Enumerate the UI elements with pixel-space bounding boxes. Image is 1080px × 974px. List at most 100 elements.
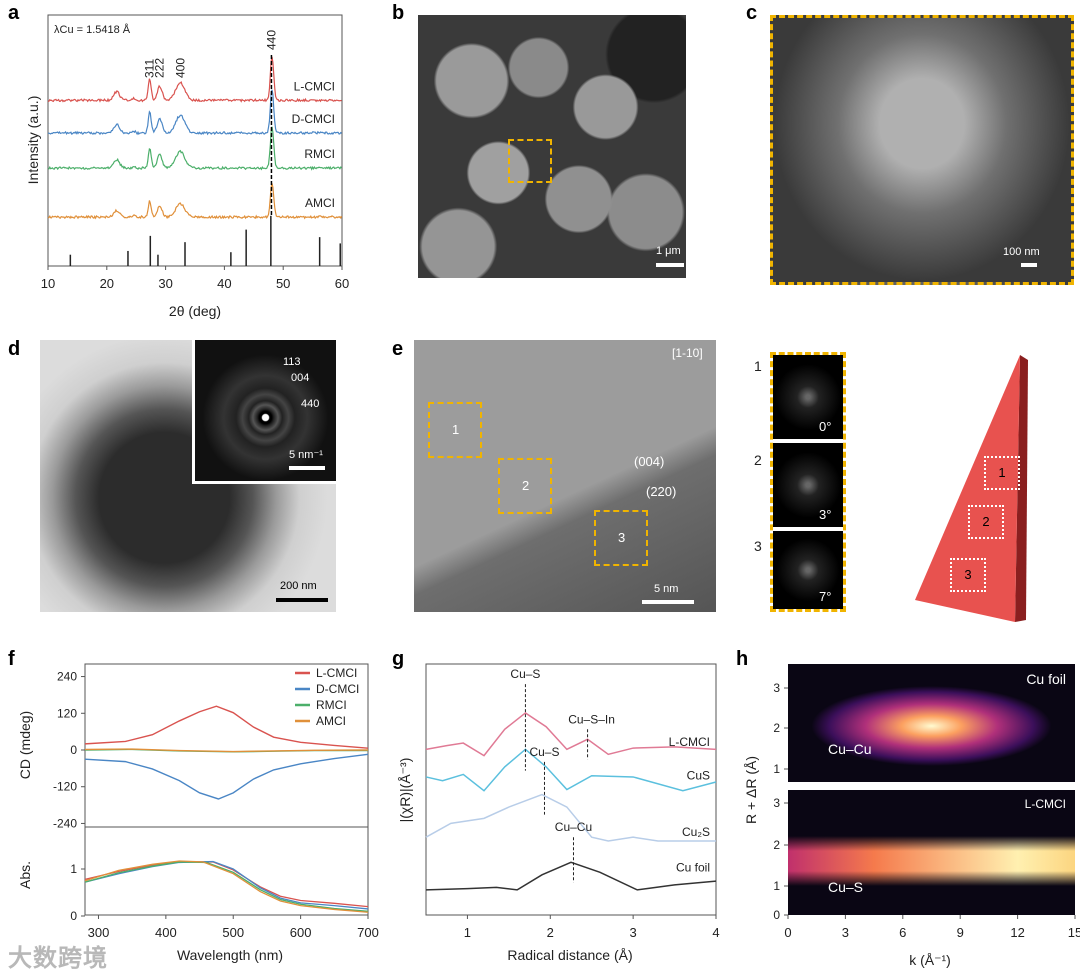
abs-series-L-CMCI [84, 861, 369, 908]
series-label: L-CMCI [669, 735, 710, 749]
region-label: 2 [522, 478, 530, 493]
xrd-series-RMCI [47, 126, 343, 171]
panel-label-f: f [8, 648, 15, 670]
fft-angle: 7° [819, 589, 832, 604]
scale-bar [642, 600, 694, 604]
plane-label-004: (004) [634, 454, 665, 469]
scale-bar-label: 5 nm [654, 583, 679, 595]
scale-bar [1021, 263, 1037, 267]
abs-series-RMCI [84, 861, 369, 912]
cd-series-D-CMCI [84, 753, 369, 800]
sem-image-overview: 1 μm [418, 15, 686, 278]
panel-label-a: a [8, 2, 20, 24]
fft-index-1: 1 [754, 358, 762, 374]
model-region-1: 1 [984, 456, 1020, 490]
x-tick-label: 3 [842, 925, 849, 940]
x-tick-label: 40 [217, 276, 231, 291]
xrd-chart: 10 20 30 40 50 60 2θ (deg) Intensity (a.u.) λCu … [25, 14, 349, 319]
fft-image-1: 0° [773, 355, 843, 439]
exafs-chart: 1 2 3 4 Radical distance (Å) |(χR)|(Å⁻³) L-CMC… [397, 663, 720, 963]
xrd-series-AMCI [47, 183, 343, 220]
ring-label-004: 004 [291, 372, 310, 384]
x-tick-label: 700 [357, 925, 379, 940]
x-tick-label: 20 [100, 276, 114, 291]
scale-bar-label: 200 nm [280, 580, 317, 592]
heatmap-band-fade [788, 836, 1075, 886]
y-tick-label: 3 [773, 796, 780, 810]
fft-image-2: 3° [773, 443, 843, 527]
cd-series-AMCI [84, 748, 369, 753]
cd-abs-chart: 240 120 0 -120 -240 0 1 300 400 500 600 700 Waveleng… [17, 663, 379, 963]
y-tick-label: 0 [70, 909, 77, 923]
abs-series-AMCI [84, 860, 369, 913]
scale-bar-label: 1 μm [656, 245, 681, 257]
scale-bar [276, 598, 328, 602]
series-label: CuS [687, 769, 710, 783]
region-box-2: 2 [498, 458, 552, 514]
annotation-label: Cu–S–In [568, 712, 615, 726]
hrtem-image: [1-10] 1 2 3 (004) (220) 5 nm [414, 340, 716, 612]
y-tick-label: 2 [773, 838, 780, 852]
annotation-label: Cu–S [510, 667, 540, 681]
x-tick-label: 4 [712, 925, 719, 940]
y-axis-label-abs: Abs. [17, 861, 33, 889]
series-label: Cu foil [676, 860, 710, 874]
region-box-3: 3 [594, 510, 648, 566]
crystal-wedge-model [915, 355, 1028, 622]
exafs-series [425, 712, 717, 757]
x-tick-label: 0 [784, 925, 791, 940]
x-tick-label: 600 [290, 925, 312, 940]
y-tick-label: 240 [57, 670, 77, 684]
x-axis-label: k (Å⁻¹) [909, 952, 951, 968]
series-label: D-CMCI [292, 112, 335, 126]
feature-label: Cu–S [828, 879, 863, 895]
y-axis-label: Intensity (a.u.) [25, 96, 41, 185]
wedge-face [915, 355, 1020, 622]
scale-bar-label: 100 nm [1003, 246, 1040, 258]
series-label: L-CMCI [294, 79, 335, 93]
panel-label-e: e [392, 338, 404, 360]
ring-label-440: 440 [301, 398, 320, 410]
x-tick-label: 50 [276, 276, 290, 291]
x-tick-label: 500 [222, 925, 244, 940]
y-axis-label: R + ΔR (Å) [743, 756, 759, 824]
scale-bar [656, 263, 684, 267]
legend-label: D-CMCI [316, 682, 359, 696]
xrd-series-L-CMCI [47, 56, 342, 103]
series-label: Cu₂S [682, 825, 710, 839]
plot-frame [425, 663, 717, 916]
y-axis-label: |(χR)|(Å⁻³) [397, 758, 413, 823]
map-label: Cu foil [1026, 671, 1066, 687]
fft-index-3: 3 [754, 538, 762, 554]
y-tick-label: 3 [773, 681, 780, 695]
peak-label: 311 [143, 59, 157, 78]
x-tick-label: 60 [335, 276, 349, 291]
exafs-series [425, 793, 716, 842]
annotation-label: Cu–S [529, 745, 559, 759]
watermark: 大数跨境 [8, 944, 108, 972]
saed-inset: 113 004 440 5 nm⁻¹ [192, 340, 336, 484]
y-tick-label: 1 [773, 762, 780, 776]
x-tick-label: 3 [630, 925, 637, 940]
fft-angle: 3° [819, 507, 832, 522]
plot-frame [47, 14, 343, 267]
y-axis-label-cd: CD (mdeg) [17, 711, 33, 779]
model-region-3: 3 [950, 558, 986, 592]
peak-label: 400 [173, 58, 187, 78]
y-tick-label: 1 [773, 879, 780, 893]
x-tick-label: 12 [1010, 925, 1024, 940]
legend-label: AMCI [316, 714, 346, 728]
x-tick-label: 300 [88, 925, 110, 940]
x-tick-label: 6 [899, 925, 906, 940]
plot-frame [84, 663, 369, 916]
x-tick-label: 2 [547, 925, 554, 940]
exafs-series [425, 748, 717, 792]
xrd-series-D-CMCI [47, 89, 343, 136]
x-tick-label: 30 [158, 276, 172, 291]
fft-column: 0° 3° 7° [770, 352, 846, 612]
series-label: RMCI [304, 147, 335, 161]
x-tick-label: 15 [1068, 925, 1080, 940]
tem-image: 113 004 440 5 nm⁻¹ 200 nm [40, 340, 336, 612]
x-tick-label: 1 [464, 925, 471, 940]
plane-label-220: (220) [646, 484, 677, 499]
